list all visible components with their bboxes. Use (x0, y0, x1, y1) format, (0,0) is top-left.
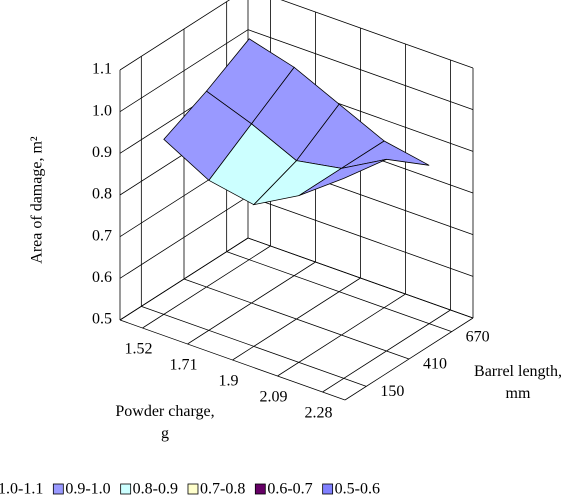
y-tick-label: 670 (466, 328, 490, 345)
x-tick-label: 2.28 (305, 405, 333, 422)
legend-swatch (322, 483, 334, 495)
grid-line (183, 278, 410, 360)
x-tick-label: 1.9 (219, 373, 239, 390)
legend-label: 0.6-0.7 (267, 481, 312, 498)
z-tick-label: 0.9 (92, 144, 112, 161)
z-axis-label: Area of damage, m² (29, 136, 46, 264)
z-tick-label: 1.0 (92, 102, 112, 119)
z-tick-label: 0.7 (92, 227, 112, 244)
x-tick-label: 1.52 (125, 341, 153, 358)
legend-swatch (120, 483, 132, 495)
z-tick-label: 0.8 (92, 186, 112, 203)
x-tick-label: 1.71 (170, 357, 198, 374)
y-axis-label: Barrel length, mm (474, 363, 562, 402)
surface-patch (298, 158, 387, 197)
legend-label: 0.5-0.6 (335, 481, 380, 498)
legend-swatch (52, 483, 64, 495)
grid-line (141, 305, 367, 387)
z-tick-label: 0.5 (92, 311, 112, 328)
y-tick-label: 410 (423, 356, 447, 373)
x-tick-label: 2.09 (260, 389, 288, 406)
legend-label: 0.9-1.0 (65, 481, 110, 498)
legend-swatch (254, 483, 266, 495)
y-tick-label: 150 (380, 383, 404, 400)
z-tick-label: 0.6 (92, 269, 112, 286)
legend-label: 1.0-1.1 (0, 481, 43, 498)
z-tick-label: 1.1 (92, 61, 112, 78)
legend-label: 0.8-0.9 (133, 481, 178, 498)
legend-swatch (187, 483, 199, 495)
x-axis-label: Powder charge, g (115, 403, 214, 442)
legend-label: 0.7-0.8 (200, 481, 245, 498)
grid-line (226, 251, 452, 333)
